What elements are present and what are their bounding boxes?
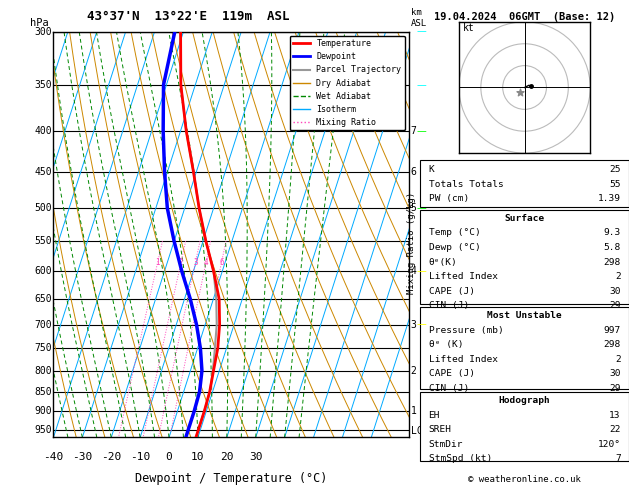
Text: 22: 22 bbox=[609, 425, 621, 434]
Text: 600: 600 bbox=[34, 266, 52, 276]
Text: CAPE (J): CAPE (J) bbox=[428, 369, 474, 379]
Text: Surface: Surface bbox=[504, 214, 545, 223]
Text: —: — bbox=[416, 126, 426, 136]
Text: 7: 7 bbox=[411, 126, 416, 136]
Text: 30: 30 bbox=[609, 369, 621, 379]
Text: PW (cm): PW (cm) bbox=[428, 194, 469, 204]
Text: -20: -20 bbox=[101, 451, 121, 462]
Text: 4: 4 bbox=[204, 258, 208, 267]
Text: Lifted Index: Lifted Index bbox=[428, 355, 498, 364]
Text: 2: 2 bbox=[615, 355, 621, 364]
Text: 950: 950 bbox=[34, 425, 52, 435]
Text: 800: 800 bbox=[34, 366, 52, 376]
Text: 2: 2 bbox=[411, 366, 416, 376]
Text: —: — bbox=[416, 80, 426, 90]
Text: 850: 850 bbox=[34, 387, 52, 397]
Text: 2: 2 bbox=[615, 272, 621, 281]
Text: K: K bbox=[428, 165, 434, 174]
Text: 1.39: 1.39 bbox=[598, 194, 621, 204]
Text: 120°: 120° bbox=[598, 440, 621, 449]
Text: hPa: hPa bbox=[30, 17, 49, 28]
Text: Dewpoint / Temperature (°C): Dewpoint / Temperature (°C) bbox=[135, 472, 327, 485]
Text: —: — bbox=[416, 27, 426, 36]
Text: 55: 55 bbox=[609, 180, 621, 189]
Text: LCL: LCL bbox=[411, 426, 428, 436]
Text: —: — bbox=[416, 266, 426, 276]
Bar bbox=[420, 210, 629, 304]
Text: -40: -40 bbox=[43, 451, 64, 462]
Text: 400: 400 bbox=[34, 126, 52, 136]
Text: θᵉ(K): θᵉ(K) bbox=[428, 258, 457, 267]
Text: 1: 1 bbox=[155, 258, 160, 267]
Text: 20: 20 bbox=[220, 451, 233, 462]
Text: Mixing Ratio (g/kg): Mixing Ratio (g/kg) bbox=[408, 192, 416, 294]
Text: 29: 29 bbox=[609, 384, 621, 393]
Text: SREH: SREH bbox=[428, 425, 452, 434]
Text: Totals Totals: Totals Totals bbox=[428, 180, 503, 189]
Text: 650: 650 bbox=[34, 294, 52, 304]
Bar bbox=[420, 307, 629, 389]
Text: 5: 5 bbox=[411, 203, 416, 213]
Text: kt: kt bbox=[464, 23, 475, 33]
Text: 9.3: 9.3 bbox=[603, 228, 621, 238]
Text: 6: 6 bbox=[220, 258, 224, 267]
Text: —: — bbox=[416, 203, 426, 213]
Text: 19.04.2024  06GMT  (Base: 12): 19.04.2024 06GMT (Base: 12) bbox=[434, 12, 615, 22]
Text: 298: 298 bbox=[603, 340, 621, 349]
Text: 550: 550 bbox=[34, 236, 52, 246]
Text: Dewp (°C): Dewp (°C) bbox=[428, 243, 481, 252]
Text: θᵉ (K): θᵉ (K) bbox=[428, 340, 463, 349]
Bar bbox=[420, 160, 629, 207]
Legend: Temperature, Dewpoint, Parcel Trajectory, Dry Adiabat, Wet Adiabat, Isotherm, Mi: Temperature, Dewpoint, Parcel Trajectory… bbox=[290, 36, 404, 130]
Text: 450: 450 bbox=[34, 167, 52, 177]
Text: 4: 4 bbox=[411, 266, 416, 276]
Text: 750: 750 bbox=[34, 344, 52, 353]
Text: 43°37'N  13°22'E  119m  ASL: 43°37'N 13°22'E 119m ASL bbox=[87, 11, 290, 23]
Text: 700: 700 bbox=[34, 320, 52, 330]
Text: CAPE (J): CAPE (J) bbox=[428, 287, 474, 296]
Text: Lifted Index: Lifted Index bbox=[428, 272, 498, 281]
Bar bbox=[420, 392, 629, 461]
Text: Pressure (mb): Pressure (mb) bbox=[428, 326, 503, 335]
Text: 500: 500 bbox=[34, 203, 52, 213]
Text: 10: 10 bbox=[191, 451, 204, 462]
Text: Most Unstable: Most Unstable bbox=[487, 311, 562, 320]
Text: StmSpd (kt): StmSpd (kt) bbox=[428, 454, 492, 464]
Text: km
ASL: km ASL bbox=[411, 8, 426, 28]
Text: Hodograph: Hodograph bbox=[499, 396, 550, 405]
Text: —: — bbox=[416, 320, 426, 330]
Text: 29: 29 bbox=[609, 301, 621, 311]
Text: 300: 300 bbox=[34, 27, 52, 36]
Text: 350: 350 bbox=[34, 80, 52, 90]
Text: 1: 1 bbox=[411, 406, 416, 417]
Text: 3: 3 bbox=[411, 320, 416, 330]
Text: CIN (J): CIN (J) bbox=[428, 384, 469, 393]
Text: 997: 997 bbox=[603, 326, 621, 335]
Text: 0: 0 bbox=[165, 451, 172, 462]
Text: -10: -10 bbox=[130, 451, 150, 462]
Text: CIN (J): CIN (J) bbox=[428, 301, 469, 311]
Text: 6: 6 bbox=[411, 167, 416, 177]
Text: EH: EH bbox=[428, 411, 440, 420]
Text: StmDir: StmDir bbox=[428, 440, 463, 449]
Text: 900: 900 bbox=[34, 406, 52, 417]
Text: 3: 3 bbox=[193, 258, 198, 267]
Text: 5.8: 5.8 bbox=[603, 243, 621, 252]
Text: © weatheronline.co.uk: © weatheronline.co.uk bbox=[468, 475, 581, 485]
Text: 13: 13 bbox=[609, 411, 621, 420]
Text: 2: 2 bbox=[179, 258, 183, 267]
Text: -30: -30 bbox=[72, 451, 92, 462]
Text: 7: 7 bbox=[615, 454, 621, 464]
Text: Temp (°C): Temp (°C) bbox=[428, 228, 481, 238]
Text: 30: 30 bbox=[249, 451, 262, 462]
Text: 298: 298 bbox=[603, 258, 621, 267]
Text: 30: 30 bbox=[609, 287, 621, 296]
Text: 25: 25 bbox=[609, 165, 621, 174]
